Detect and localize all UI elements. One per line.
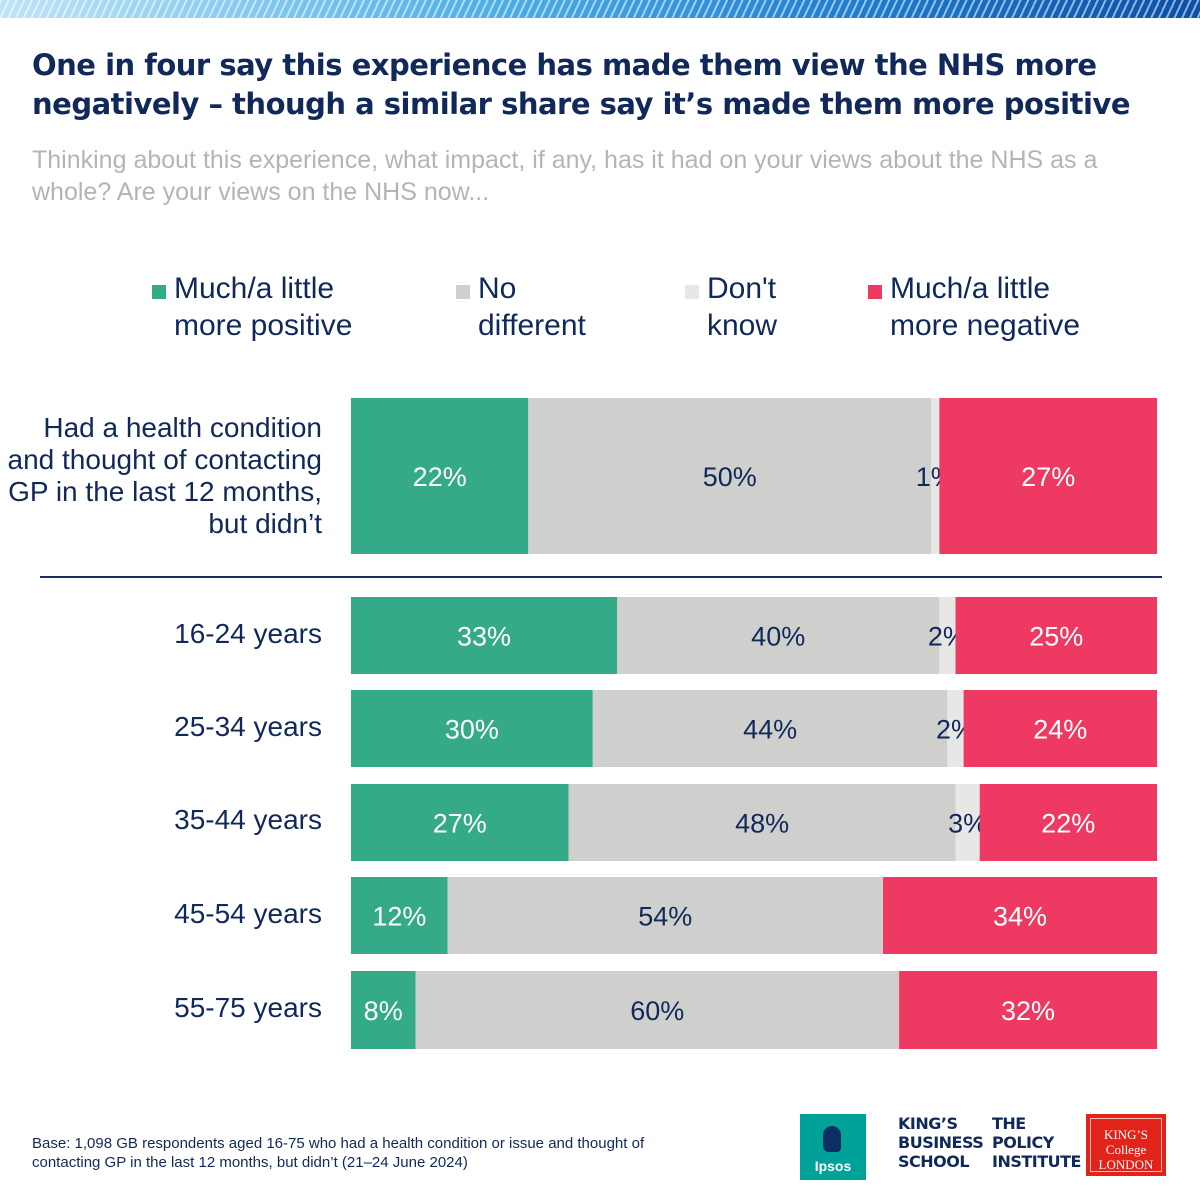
bar-segment-negative-row-3 bbox=[979, 784, 1157, 861]
legend-swatch-negative bbox=[868, 285, 882, 299]
bar-label-negative-row-1: 25% bbox=[1029, 622, 1083, 652]
top-decorative-band bbox=[0, 0, 1200, 18]
row-label-25-34: 25-34 years bbox=[174, 711, 322, 742]
bar-segment-no-different-row-5 bbox=[415, 971, 900, 1049]
bar-label-no-different-row-0: 50% bbox=[703, 462, 757, 492]
bar-segment-positive-row-3 bbox=[351, 784, 569, 861]
kings-business-school-logo: KING’S BUSINESS SCHOOL bbox=[898, 1114, 984, 1171]
bar-label-negative-row-4: 34% bbox=[993, 902, 1047, 932]
bar-segment-no-different-row-2 bbox=[592, 690, 948, 767]
legend-swatch-no-different bbox=[456, 285, 470, 299]
bar-segment-positive-row-2 bbox=[351, 690, 593, 767]
bar-segment-dont-know-row-1 bbox=[939, 597, 956, 674]
bar-label-positive-row-5: 8% bbox=[364, 996, 403, 1026]
legend-label-dont-know: Don't know bbox=[707, 272, 778, 342]
legend-item-negative: Much/a little more negative bbox=[890, 270, 1080, 344]
bar-label-negative-row-3: 22% bbox=[1041, 809, 1095, 839]
bar-label-positive-row-2: 30% bbox=[445, 715, 499, 745]
bar-segment-no-different-row-0 bbox=[528, 398, 932, 554]
row-label-55-75: 55-75 years bbox=[174, 992, 322, 1023]
kcl-logo-text: KING’S College LONDON bbox=[1090, 1118, 1162, 1172]
bar-segment-dont-know-row-0 bbox=[931, 398, 940, 554]
legend-swatch-positive bbox=[152, 285, 166, 299]
bar-segment-positive-row-1 bbox=[351, 597, 617, 674]
row-label-35-44: 35-44 years bbox=[174, 804, 322, 835]
bar-label-positive-row-1: 33% bbox=[457, 622, 511, 652]
group-divider bbox=[40, 576, 1162, 578]
legend-label-positive: Much/a little more positive bbox=[174, 272, 353, 342]
legend-item-no-different: No different bbox=[478, 270, 586, 344]
bar-segment-positive-row-4 bbox=[351, 877, 448, 954]
bar-label-no-different-row-4: 54% bbox=[638, 902, 692, 932]
bar-segment-positive-row-0 bbox=[351, 398, 529, 554]
bar-segment-no-different-row-1 bbox=[617, 597, 940, 674]
ipsos-logo: Ipsos bbox=[800, 1114, 866, 1180]
bar-label-no-different-row-3: 48% bbox=[735, 809, 789, 839]
row-label-overall: Had a health condition and thought of co… bbox=[7, 412, 322, 539]
ipsos-logo-text: Ipsos bbox=[814, 1158, 852, 1174]
bar-segment-dont-know-row-2 bbox=[947, 690, 964, 767]
legend-label-negative: Much/a little more negative bbox=[890, 272, 1081, 342]
legend-item-positive: Much/a little more positive bbox=[174, 270, 352, 344]
bar-segment-negative-row-5 bbox=[899, 971, 1157, 1049]
bar-segment-negative-row-1 bbox=[955, 597, 1157, 674]
row-label-45-54: 45-54 years bbox=[174, 898, 322, 929]
bar-segment-dont-know-row-3 bbox=[955, 784, 980, 861]
bar-label-no-different-row-5: 60% bbox=[630, 996, 684, 1026]
bar-label-negative-row-5: 32% bbox=[1001, 996, 1055, 1026]
legend-swatch-dont-know bbox=[685, 285, 699, 299]
base-footnote: Base: 1,098 GB respondents aged 16-75 wh… bbox=[32, 1135, 645, 1171]
row-label-16-24: 16-24 years bbox=[174, 618, 322, 649]
bar-label-no-different-row-2: 44% bbox=[743, 715, 797, 745]
bar-label-positive-row-0: 22% bbox=[413, 462, 467, 492]
bar-label-positive-row-4: 12% bbox=[372, 902, 426, 932]
bar-label-no-different-row-1: 40% bbox=[751, 622, 805, 652]
kings-college-london-logo: KING’S College LONDON bbox=[1086, 1114, 1166, 1176]
bar-segment-no-different-row-3 bbox=[568, 784, 956, 861]
bar-label-negative-row-0: 27% bbox=[1021, 462, 1075, 492]
bar-segment-no-different-row-4 bbox=[447, 877, 883, 954]
policy-institute-logo: THE POLICY INSTITUTE bbox=[992, 1114, 1081, 1171]
bar-segment-negative-row-0 bbox=[939, 398, 1157, 554]
bar-segment-negative-row-2 bbox=[963, 690, 1157, 767]
legend-label-no-different: No different bbox=[478, 272, 586, 342]
bar-label-positive-row-3: 27% bbox=[433, 809, 487, 839]
chart-title: One in four say this experience has made… bbox=[32, 48, 1131, 121]
bar-segment-negative-row-4 bbox=[883, 877, 1157, 954]
chart-subtitle: Thinking about this experience, what imp… bbox=[32, 146, 1098, 206]
legend-item-dont-know: Don't know bbox=[707, 270, 777, 344]
bar-label-negative-row-2: 24% bbox=[1033, 715, 1087, 745]
bar-segment-positive-row-5 bbox=[351, 971, 416, 1049]
ipsos-head-icon bbox=[823, 1126, 841, 1152]
